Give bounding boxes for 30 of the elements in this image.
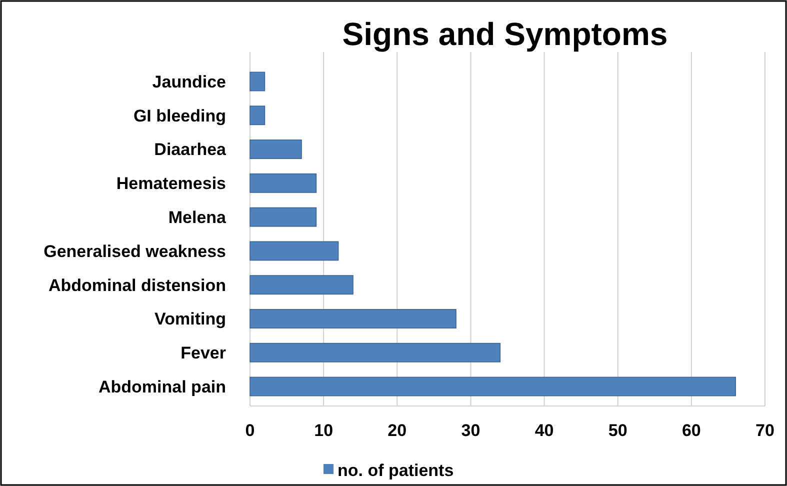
y-tick-label: Abdominal distension bbox=[48, 276, 226, 295]
bar bbox=[250, 309, 456, 328]
bar bbox=[250, 140, 302, 159]
bar bbox=[250, 72, 266, 92]
y-tick-label: Hematemesis bbox=[116, 174, 226, 194]
x-tick-label: 70 bbox=[756, 421, 774, 440]
x-tick-label: 50 bbox=[608, 421, 628, 440]
y-tick-label: Fever bbox=[180, 344, 226, 363]
x-tick-label: 0 bbox=[245, 421, 255, 440]
y-tick-label: Diaarhea bbox=[154, 140, 227, 160]
legend-label: no. of patients bbox=[338, 460, 454, 480]
x-tick-label: 60 bbox=[682, 421, 701, 440]
bar bbox=[250, 376, 736, 396]
y-tick-label: GI bleeding bbox=[133, 106, 226, 126]
y-tick-label: Jaundice bbox=[152, 72, 226, 92]
y-tick-label: Vomiting bbox=[154, 310, 226, 329]
x-tick-label: 20 bbox=[388, 421, 407, 440]
y-tick-label: Abdominal pain bbox=[98, 377, 226, 396]
x-tick-label: 10 bbox=[314, 421, 334, 440]
bar bbox=[250, 173, 317, 193]
x-tick-label: 40 bbox=[534, 421, 554, 440]
chart-title: Signs and Symptoms bbox=[342, 16, 668, 52]
y-tick-label: Melena bbox=[168, 208, 227, 228]
bar bbox=[250, 207, 317, 227]
y-tick-label: Generalised weakness bbox=[44, 242, 226, 261]
bar bbox=[250, 106, 266, 126]
x-tick-label: 30 bbox=[461, 421, 480, 440]
bar bbox=[250, 241, 339, 261]
bar bbox=[250, 342, 501, 362]
bar bbox=[250, 275, 354, 295]
